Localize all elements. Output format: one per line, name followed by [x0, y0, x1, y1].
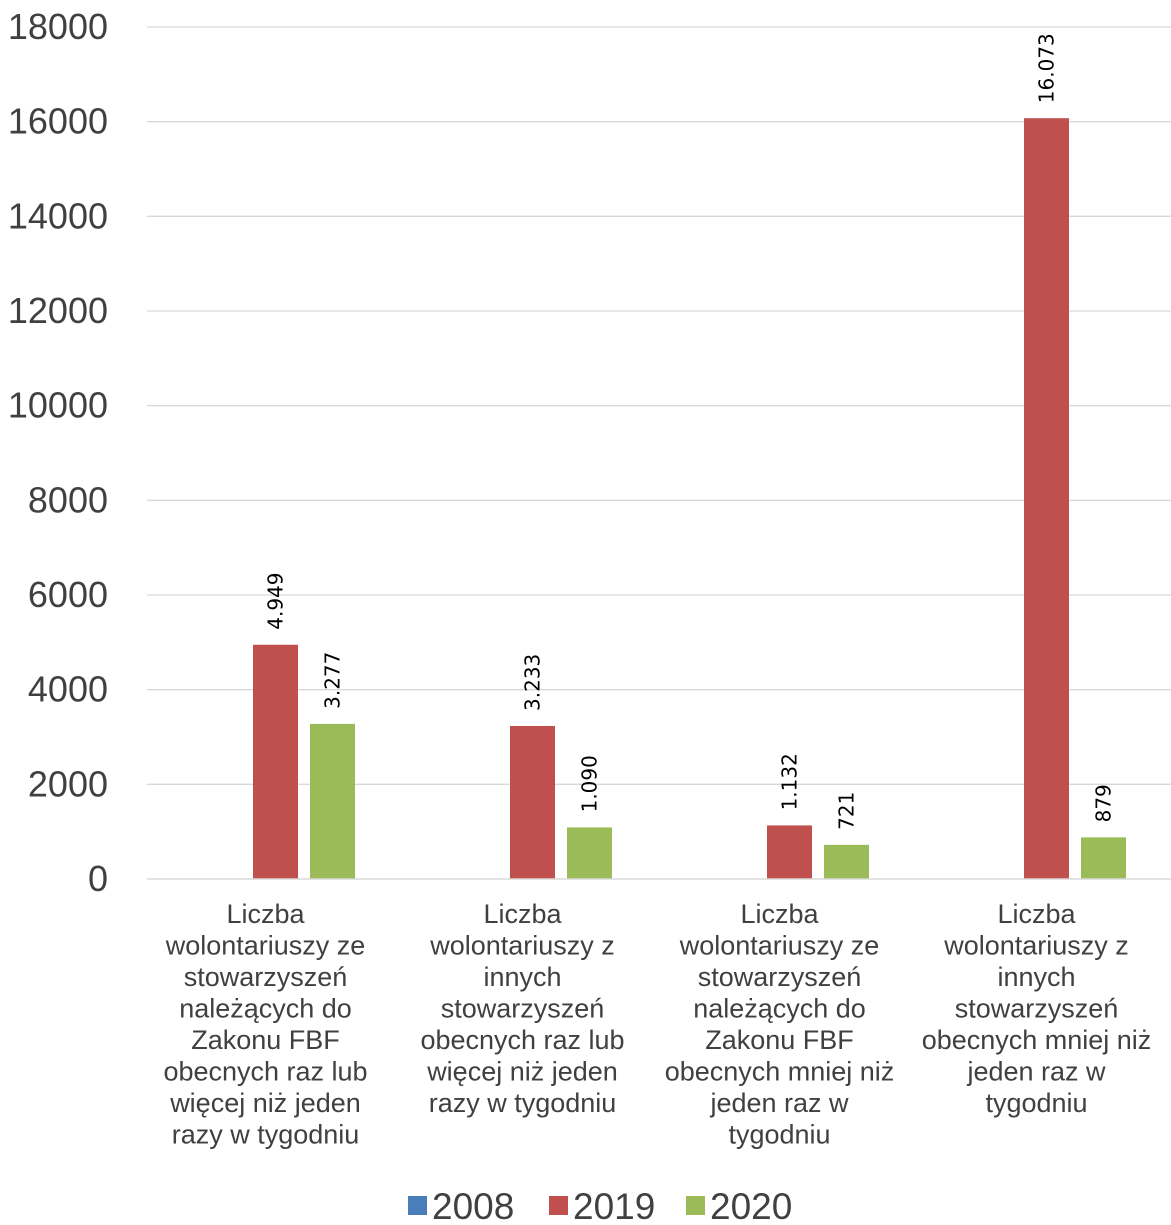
y-tick-label: 2000 [28, 763, 108, 804]
legend: 2008 2019 2020 [408, 1186, 792, 1225]
legend-swatch-2019 [549, 1196, 568, 1215]
bar-2019 [510, 725, 555, 879]
category-label-line: obecnych raz lub [420, 1025, 624, 1055]
bar-2020 [567, 827, 612, 879]
category-label-line: innych [483, 962, 561, 992]
category-label-line: Zakonu FBF [191, 1025, 340, 1055]
bars [253, 118, 1126, 880]
category-label-line: razy w tygodniu [172, 1120, 360, 1150]
bar-2019 [767, 825, 812, 879]
category-label-line: Liczba [483, 899, 562, 929]
category-label-line: tygodniu [728, 1120, 830, 1150]
data-label: 3.277 [321, 652, 345, 709]
y-tick-label: 10000 [8, 385, 108, 426]
category-label-line: więcej niż jeden [169, 1088, 361, 1118]
category-label-line: stowarzyszeń [955, 994, 1119, 1024]
legend-label: 2019 [573, 1186, 655, 1225]
category-label-line: Liczba [997, 899, 1076, 929]
data-label: 16.073 [1035, 33, 1059, 103]
category-label-line: wolontariuszy ze [679, 931, 880, 961]
bar-2020 [824, 844, 869, 879]
category-label-line: stowarzyszeń [184, 962, 348, 992]
legend-label: 2020 [710, 1186, 792, 1225]
gridlines [147, 26, 1171, 785]
category-label-line: Zakonu FBF [705, 1025, 854, 1055]
category-label-line: obecnych mniej niż [922, 1025, 1152, 1055]
y-tick-label: 6000 [28, 574, 108, 615]
category-label-line: stowarzyszeń [441, 994, 605, 1024]
y-tick-label: 8000 [28, 479, 108, 520]
category-label-line: wolontariuszy ze [165, 931, 366, 961]
category-label-line: stowarzyszeń [698, 962, 862, 992]
category-label-line: jeden raz w [966, 1057, 1106, 1087]
bar-2020 [310, 723, 355, 879]
legend-label: 2008 [432, 1186, 514, 1225]
data-label: 4.949 [264, 572, 288, 629]
data-label: 1.132 [778, 753, 802, 810]
category-label-line: należących do [179, 994, 352, 1024]
legend-swatch-2020 [686, 1196, 705, 1215]
y-tick-label: 14000 [8, 195, 108, 236]
category-label-line: Liczba [740, 899, 819, 929]
category-label-line: wolontariuszy z [943, 931, 1129, 961]
category-label-line: obecnych mniej niż [665, 1057, 895, 1087]
category-label-line: tygodniu [985, 1088, 1087, 1118]
bar-2020 [1081, 837, 1126, 879]
bar-2019 [1024, 118, 1069, 880]
y-tick-label: 16000 [8, 101, 108, 142]
category-label-line: wolontariuszy z [429, 931, 615, 961]
category-label-line: innych [997, 962, 1075, 992]
category-label-line: więcej niż jeden [426, 1057, 618, 1087]
category-label-line: jeden raz w [709, 1088, 849, 1118]
y-tick-label: 12000 [8, 290, 108, 331]
category-label-line: razy w tygodniu [429, 1088, 617, 1118]
data-labels: 4.949 3.233 1.132 16.073 3.277 1.090 721 879 [264, 33, 1116, 830]
category-label-line: należących do [693, 994, 866, 1024]
data-label: 1.090 [578, 755, 602, 812]
y-tick-label: 0 [88, 858, 108, 899]
y-tick-label: 18000 [8, 6, 108, 47]
category-label-line: obecnych raz lub [163, 1057, 367, 1087]
bar-2019 [253, 644, 298, 879]
y-tick-label: 4000 [28, 669, 108, 710]
legend-swatch-2008 [408, 1196, 427, 1215]
y-axis-tick-labels: 0 2000 4000 6000 8000 10000 12000 14000 16000 180… [8, 6, 108, 899]
category-label-line: Liczba [226, 899, 305, 929]
data-label: 721 [835, 792, 859, 830]
data-label: 3.233 [521, 654, 545, 711]
data-label: 879 [1092, 784, 1116, 822]
